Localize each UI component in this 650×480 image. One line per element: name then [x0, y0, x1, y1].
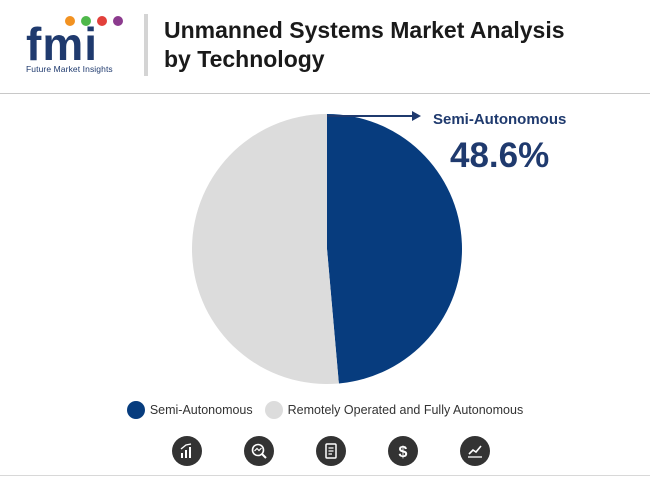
legend-label-remotely-operated: Remotely Operated and Fully Autonomous: [287, 403, 524, 417]
fmi-logo: fmi: [26, 16, 123, 70]
legend-swatch-semi-autonomous: [126, 401, 145, 419]
trend-line-icon: [460, 436, 490, 466]
legend-swatch-remotely-operated: [264, 401, 283, 419]
legend-item-remotely-operated: Remotely Operated and Fully Autonomous: [264, 401, 524, 419]
pie-chart: [191, 111, 462, 385]
legend-label-semi-autonomous: Semi-Autonomous: [149, 403, 253, 417]
footer-icons: $: [0, 436, 650, 468]
pie-slice-semi-autonomous: [327, 114, 462, 384]
logo-text: fmi: [26, 18, 98, 70]
legend: Semi-Autonomous Remotely Operated and Fu…: [0, 398, 650, 422]
pie-slice-remotely-operated: [191, 114, 339, 385]
callout-label: Semi-Autonomous: [433, 111, 567, 128]
title-line-2: by Technology: [164, 46, 325, 72]
logo-dot-green: [81, 16, 91, 26]
logo-tagline: Future Market Insights: [26, 64, 113, 74]
title-line-1: Unmanned Systems Market Analysis: [164, 17, 565, 43]
header-divider: [144, 14, 148, 76]
footer-rule: [0, 475, 650, 476]
bar-chart-icon: [172, 436, 202, 466]
page-title: Unmanned Systems Market Analysis by Tech…: [164, 16, 634, 74]
logo-dot-red: [97, 16, 107, 26]
header-rule: [0, 93, 650, 94]
logo-dot-purple: [113, 16, 123, 26]
callout-value: 48.6%: [450, 136, 550, 175]
report-icon: [316, 436, 346, 466]
svg-text:$: $: [399, 444, 408, 460]
magnifier-chart-icon: [244, 436, 274, 466]
callout-arrow-head: [412, 111, 421, 121]
dollar-icon: $: [388, 436, 418, 466]
header: fmi Future Market Insights Unmanned Syst…: [0, 0, 650, 92]
logo-dot-orange: [65, 16, 75, 26]
legend-item-semi-autonomous: Semi-Autonomous: [126, 401, 253, 419]
